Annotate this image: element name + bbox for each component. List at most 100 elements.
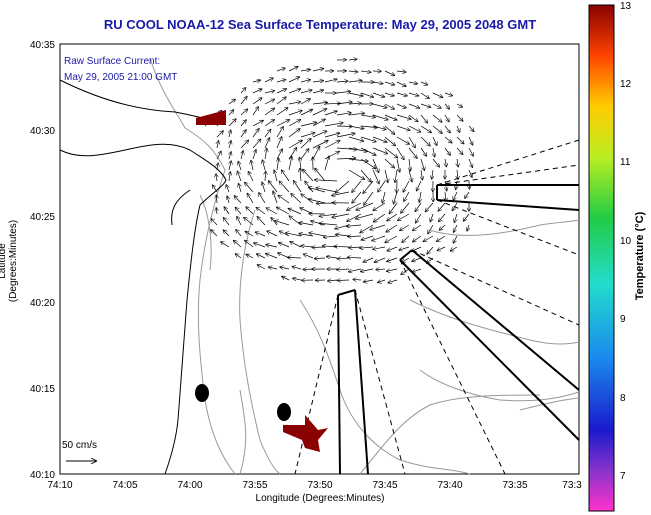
current-vector <box>217 141 219 149</box>
colorbar-tick-label: 8 <box>620 393 626 404</box>
current-vector <box>444 114 449 122</box>
current-vector <box>216 174 217 182</box>
current-vector <box>413 235 422 242</box>
current-vector <box>376 269 386 270</box>
current-vector <box>280 267 290 269</box>
current-vector <box>288 140 302 149</box>
current-vector <box>265 171 266 182</box>
current-vector <box>276 120 289 127</box>
colorbar-tick-label: 7 <box>620 471 626 482</box>
current-vector <box>312 81 323 82</box>
current-vector <box>216 208 217 215</box>
annotation-line2: May 29, 2005 21:00 GMT <box>64 72 177 83</box>
colorbar-tick-label: 13 <box>620 1 632 12</box>
current-vector <box>356 202 374 210</box>
current-vector <box>398 213 410 221</box>
annotation-line1: Raw Surface Current: <box>64 56 160 67</box>
current-vector <box>246 254 254 259</box>
current-vector <box>288 102 300 104</box>
current-vector <box>252 121 263 127</box>
current-vector <box>293 278 302 280</box>
current-vector <box>288 67 298 72</box>
current-vector <box>255 232 266 237</box>
current-vector <box>445 191 446 201</box>
current-vector <box>277 207 290 215</box>
current-vector <box>378 280 386 283</box>
current-vector <box>312 119 325 127</box>
current-vector <box>408 136 415 148</box>
current-vector <box>256 208 266 215</box>
current-vector <box>279 243 290 248</box>
current-vector <box>288 111 302 116</box>
current-vector <box>396 136 409 144</box>
current-vector <box>347 202 362 210</box>
current-vector <box>456 104 462 107</box>
current-vector <box>396 92 407 96</box>
current-vector <box>412 268 422 272</box>
current-vector <box>413 224 422 231</box>
current-vector <box>396 125 410 130</box>
current-vector <box>312 247 326 248</box>
current-vector <box>312 102 327 104</box>
y-axis-ticks: 40:35 40:30 40:25 40:20 40:15 40:10 <box>30 40 55 481</box>
current-vector <box>252 80 260 82</box>
x-tick-label: 74:00 <box>177 480 202 491</box>
current-vector <box>288 77 299 83</box>
current-vector <box>300 80 310 82</box>
current-vector <box>312 90 324 94</box>
colorbar-tick-label: 11 <box>620 157 631 168</box>
current-vector <box>336 180 350 193</box>
current-vector <box>241 151 243 160</box>
current-vector <box>432 158 439 167</box>
current-vector <box>468 125 474 131</box>
current-vector <box>420 158 424 170</box>
current-vector <box>425 202 434 212</box>
current-vector <box>288 89 301 94</box>
current-vector <box>279 181 290 193</box>
current-vector <box>387 246 398 251</box>
current-vector <box>337 269 350 270</box>
radar-site-marker <box>283 415 328 452</box>
current-vector <box>324 111 337 116</box>
current-vector <box>439 224 446 230</box>
current-vector <box>316 188 338 193</box>
current-vector <box>454 224 458 232</box>
current-vector <box>372 125 386 130</box>
current-vector <box>336 102 352 104</box>
current-vector <box>262 160 266 171</box>
current-vector <box>216 131 223 138</box>
y-tick-label: 40:35 <box>30 40 55 51</box>
current-vector <box>420 147 426 156</box>
current-vector <box>348 257 362 258</box>
current-vector <box>384 147 398 158</box>
current-vector <box>372 136 387 142</box>
x-tick-label: 73:45 <box>372 480 397 491</box>
x-tick-label: 73:55 <box>242 480 267 491</box>
current-vector <box>213 185 218 193</box>
current-vector <box>300 90 312 94</box>
current-vector <box>439 213 446 222</box>
current-vector <box>237 217 242 226</box>
current-vector <box>240 97 247 105</box>
current-vector <box>348 169 364 179</box>
current-vector <box>408 114 418 122</box>
current-vector <box>384 136 395 146</box>
current-vector <box>303 269 314 270</box>
station-marker <box>195 384 209 402</box>
x-tick-label: 74:05 <box>112 480 137 491</box>
y-tick-label: 40:30 <box>30 126 55 137</box>
current-vector <box>360 169 371 182</box>
current-vector <box>387 213 398 221</box>
current-vector <box>352 180 362 192</box>
current-vector <box>276 68 285 71</box>
current-vector <box>387 257 398 262</box>
current-vector <box>396 81 406 86</box>
current-vector <box>278 195 290 204</box>
current-vector <box>348 92 363 96</box>
current-vector <box>327 257 338 259</box>
current-vector <box>360 71 371 72</box>
current-vector <box>288 157 292 171</box>
current-vector <box>412 257 422 261</box>
current-vector <box>444 147 450 155</box>
stations <box>195 110 328 452</box>
